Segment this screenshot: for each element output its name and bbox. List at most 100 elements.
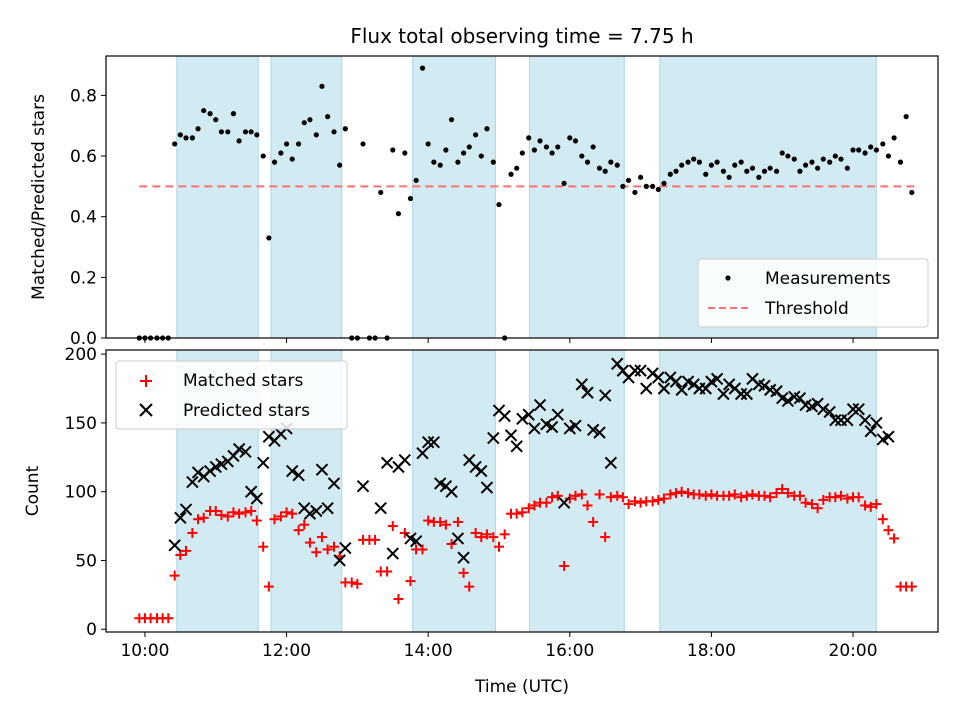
cross-stroke-b (386, 547, 399, 560)
ratio-plot-frame (105, 55, 939, 339)
measurement-point (230, 111, 237, 117)
cross-stroke-b (687, 378, 700, 391)
predicted-star-point (734, 387, 748, 401)
measurement-point (785, 153, 791, 159)
matched-star-point (181, 545, 192, 556)
predicted-star-point (646, 367, 659, 380)
cross-stroke-b (191, 466, 205, 479)
matched-star-point (782, 488, 793, 499)
measurement-point (572, 138, 579, 144)
matched-star-point (251, 515, 262, 526)
y-tick-label: 0.4 (70, 208, 97, 228)
cross-stroke-b (292, 468, 305, 482)
cross-stroke-b (451, 532, 465, 545)
cross-stroke-b (551, 408, 564, 421)
measurement-point (266, 235, 272, 241)
measurement-point (761, 168, 768, 174)
cross-stroke-b (640, 382, 653, 395)
predicted-star-point (740, 387, 754, 401)
cross-stroke-b (616, 364, 630, 377)
cross-stroke-b (746, 372, 759, 386)
measurement-point (431, 159, 437, 165)
measurement-point (791, 156, 797, 162)
count-y-axis-label: Count (23, 465, 43, 516)
x-tick-label: 20:00 (829, 641, 878, 661)
matched-star-point (759, 490, 770, 501)
predicted-star-point (168, 539, 181, 552)
y-tick-label: 0.2 (70, 268, 97, 288)
predicted-stars-legend-label: Predicted stars (183, 401, 310, 421)
measurement-point (679, 162, 685, 168)
measurement-point (189, 135, 195, 141)
measurement-point (319, 83, 325, 89)
matched-star-point (234, 508, 245, 519)
matched-star-point (281, 507, 292, 518)
measurement-point (260, 153, 266, 159)
matched-star-point (830, 492, 841, 503)
predicted-star-point (628, 364, 642, 377)
predicted-star-point (327, 477, 341, 490)
observing-window-band (176, 55, 259, 339)
predicted-star-point (186, 475, 199, 489)
cross-stroke-b (168, 539, 181, 552)
measurement-point (278, 150, 284, 156)
measurement-point (767, 165, 773, 171)
predicted-star-point (191, 466, 205, 479)
predicted-star-point (846, 402, 860, 416)
measurement-point (891, 135, 897, 141)
ratio-legend-box (697, 258, 929, 328)
cross-stroke-b (776, 391, 789, 405)
matched-star-point (370, 534, 381, 545)
matched-star-point (842, 493, 853, 504)
matched-star-point (240, 507, 251, 518)
matched-star-point (529, 500, 540, 511)
matched-star-point (777, 483, 788, 494)
measurement-point (283, 141, 290, 147)
cross-stroke-b (321, 501, 334, 515)
matched-star-point (741, 490, 752, 501)
measurement-point (460, 150, 467, 156)
cross-stroke-b (752, 378, 766, 391)
predicted-star-point (640, 382, 653, 395)
matched-star-point (246, 505, 257, 516)
matched-stars-points (134, 483, 917, 624)
legend-plus-symbol (140, 375, 152, 387)
matched-star-point (275, 511, 286, 522)
cross-stroke-b (829, 413, 842, 427)
cross-stroke-b (657, 382, 671, 395)
measurement-point (437, 162, 443, 168)
cross-stroke-b (516, 412, 529, 425)
predicted-star-point (669, 375, 683, 388)
matched-star-point (499, 529, 510, 540)
y-tick-label: 0 (86, 620, 97, 640)
matched-star-point (446, 538, 457, 549)
cross-stroke-b (434, 477, 447, 490)
matched-star-point (287, 508, 298, 519)
predicted-star-point (203, 464, 217, 478)
measurement-point (561, 180, 567, 186)
matched-star-point (683, 488, 694, 499)
matched-star-point (517, 507, 528, 518)
matched-star-point (311, 547, 322, 558)
measurement-point (337, 162, 343, 168)
measurement-point (331, 129, 337, 135)
matched-star-point (736, 492, 747, 503)
matched-star-point (464, 581, 475, 592)
cross-stroke-b (870, 416, 883, 430)
measurement-point (236, 138, 242, 144)
measurement-point (390, 147, 396, 153)
predicted-star-point (215, 457, 228, 471)
observing-window-band (270, 55, 343, 339)
matched-star-point (771, 488, 782, 499)
cross-stroke-b (593, 426, 606, 439)
cross-stroke-b (250, 492, 264, 505)
cross-stroke-b (846, 402, 860, 416)
measurement-point (307, 117, 313, 123)
measurement-point (744, 168, 750, 174)
cross-stroke-b (327, 477, 341, 490)
matched-star-point (629, 496, 640, 507)
matched-star-point (889, 533, 900, 544)
measurement-point (880, 141, 886, 147)
matched-star-point (605, 492, 616, 503)
